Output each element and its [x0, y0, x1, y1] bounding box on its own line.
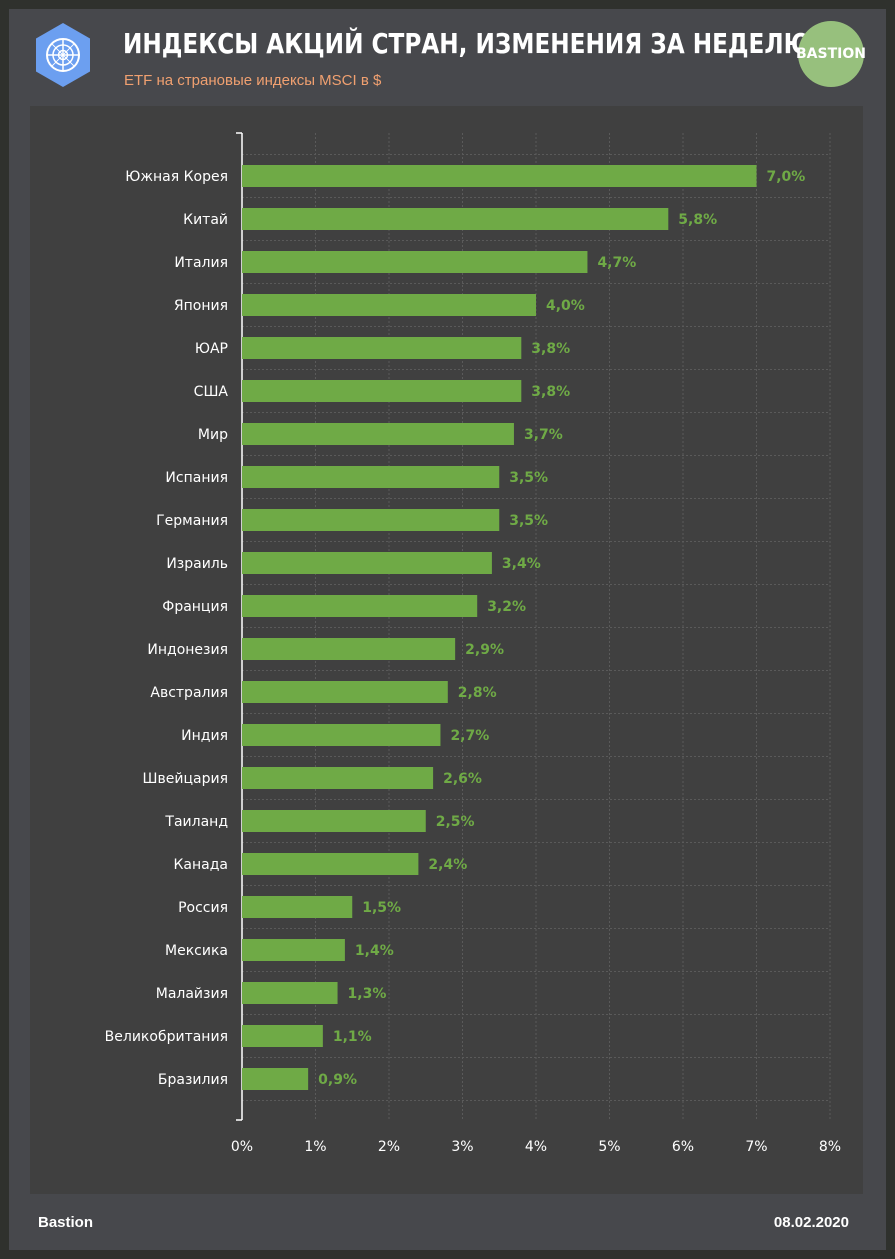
category-label: Швейцария	[143, 771, 228, 787]
value-label: 2,7%	[450, 728, 489, 744]
x-tick-label: 7%	[745, 1139, 767, 1155]
category-label: Израиль	[166, 556, 228, 572]
bar	[242, 982, 338, 1004]
category-label: Мексика	[165, 943, 228, 959]
value-label: 5,8%	[678, 212, 717, 228]
bar	[242, 767, 434, 789]
x-tick-label: 4%	[525, 1139, 547, 1155]
value-label: 3,8%	[531, 384, 570, 400]
bar	[242, 1025, 323, 1047]
bar	[242, 423, 514, 445]
bar	[242, 724, 441, 746]
value-label: 3,4%	[502, 556, 541, 572]
bar	[242, 595, 478, 617]
x-tick-label: 5%	[598, 1139, 620, 1155]
bar	[242, 165, 757, 187]
value-label: 2,4%	[428, 857, 467, 873]
category-label: Таиланд	[164, 814, 228, 830]
bar	[242, 509, 500, 531]
bar	[242, 896, 353, 918]
category-label: Германия	[156, 513, 228, 529]
bar	[242, 638, 456, 660]
value-label: 3,7%	[524, 427, 563, 443]
bastion-logo: BASTION	[796, 21, 866, 87]
category-label: Австралия	[150, 685, 228, 701]
category-label: Малайзия	[156, 986, 228, 1002]
bar	[242, 810, 426, 832]
value-label: 1,3%	[348, 986, 387, 1002]
category-label: Бразилия	[158, 1072, 228, 1088]
value-label: 2,8%	[458, 685, 497, 701]
category-label: Великобритания	[105, 1029, 228, 1045]
value-label: 3,5%	[509, 470, 548, 486]
bar	[242, 208, 669, 230]
bar	[242, 337, 522, 359]
value-label: 2,6%	[443, 771, 482, 787]
x-tick-label: 6%	[672, 1139, 694, 1155]
category-label: Канада	[173, 857, 228, 873]
value-label: 3,2%	[487, 599, 526, 615]
value-label: 7,0%	[767, 169, 806, 185]
category-label: Южная Корея	[125, 169, 228, 185]
value-label: 2,9%	[465, 642, 504, 658]
category-label: ЮАР	[195, 341, 228, 357]
category-label: Россия	[178, 900, 228, 916]
category-label: США	[194, 384, 229, 400]
x-tick-label: 3%	[451, 1139, 473, 1155]
bar	[242, 681, 448, 703]
x-tick-label: 2%	[378, 1139, 400, 1155]
value-label: 1,5%	[362, 900, 401, 916]
bar	[242, 380, 522, 402]
value-label: 3,8%	[531, 341, 570, 357]
chart-title: ИНДЕКСЫ АКЦИЙ СТРАН, ИЗМЕНЕНИЯ ЗА НЕДЕЛЮ	[123, 27, 811, 60]
category-label: Италия	[174, 255, 228, 271]
value-label: 1,1%	[333, 1029, 372, 1045]
category-label: Индия	[181, 728, 228, 744]
bar	[242, 251, 588, 273]
chart-subtitle: ETF на страновые индексы MSCI в $	[124, 72, 382, 89]
category-label: Мир	[198, 427, 228, 443]
x-tick-label: 1%	[304, 1139, 326, 1155]
bar	[242, 853, 419, 875]
bar	[242, 552, 492, 574]
bar	[242, 294, 536, 316]
category-label: Франция	[162, 599, 228, 615]
category-label: Индонезия	[147, 642, 228, 658]
x-tick-label: 0%	[231, 1139, 253, 1155]
value-label: 0,9%	[318, 1072, 357, 1088]
footer-source: Bastion	[38, 1214, 94, 1231]
value-label: 2,5%	[436, 814, 475, 830]
value-label: 1,4%	[355, 943, 394, 959]
category-label: Испания	[165, 470, 228, 486]
category-label: Китай	[183, 212, 228, 228]
bar	[242, 466, 500, 488]
category-label: Япония	[174, 298, 228, 314]
value-label: 3,5%	[509, 513, 548, 529]
footer-date: 08.02.2020	[773, 1214, 849, 1231]
bar	[242, 939, 345, 961]
value-label: 4,7%	[597, 255, 636, 271]
x-tick-label: 8%	[819, 1139, 841, 1155]
un-globe-icon	[34, 22, 92, 88]
value-label: 4,0%	[546, 298, 585, 314]
bar	[242, 1068, 309, 1090]
